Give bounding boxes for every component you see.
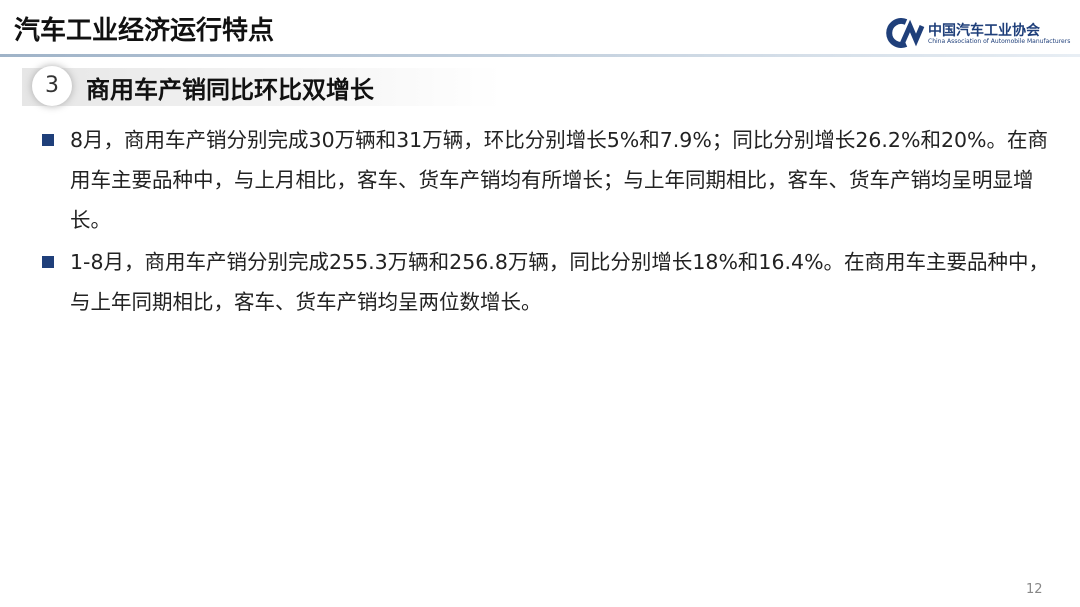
section-title: 商用车产销同比环比双增长 [86, 76, 374, 104]
header-title: 汽车工业经济运行特点 [14, 16, 275, 46]
page-number: 12 [1026, 582, 1043, 597]
org-name-en: China Association of Automobile Manufact… [928, 38, 1071, 45]
bullet-text: 8月，商用车产销分别完成30万辆和31万辆，环比分别增长5%和7.9%；同比分别… [70, 128, 1049, 232]
bullet-marker [42, 256, 54, 268]
bullet-marker [42, 134, 54, 146]
logo: 商用车月度销量（万辆）0102030405060701月2月3月4月5月6月7月… [886, 18, 925, 48]
bullet-text: 1-8月，商用车产销分别完成255.3万辆和256.8万辆，同比分别增长18%和… [70, 250, 1050, 314]
header-rule [0, 54, 1080, 57]
section-bar [22, 68, 502, 106]
org-name: 中国汽车工业协会 [928, 23, 1040, 39]
section-number: 3 [32, 66, 72, 106]
